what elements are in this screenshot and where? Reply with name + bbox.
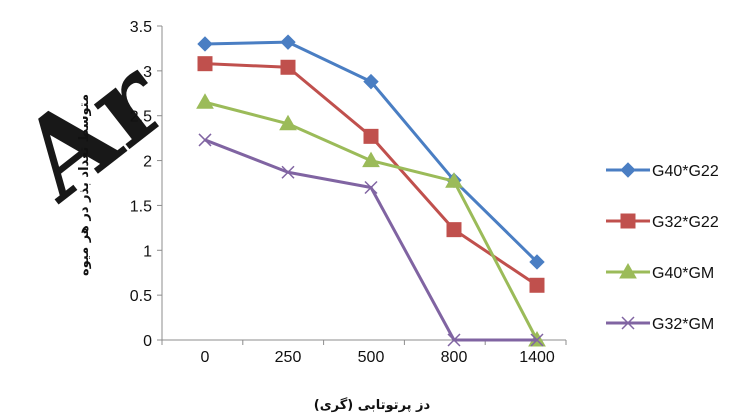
y-tick-label: 0.5 (130, 288, 152, 305)
y-tick-label: 3 (143, 64, 152, 81)
y-tick-label: 1 (143, 243, 152, 260)
y-tick-label: 3.5 (130, 19, 152, 36)
legend-label: G32*G22 (652, 214, 719, 231)
legend-label: G40*G22 (652, 163, 719, 180)
legend-item: G32*G22 (606, 213, 719, 231)
data-point (529, 254, 545, 270)
data-point (196, 93, 214, 109)
plot-area (162, 26, 566, 340)
legend-item: G40*GM (606, 262, 714, 282)
series-4 (198, 133, 544, 347)
watermark: Ar (0, 33, 190, 225)
x-tick-label: 1400 (519, 349, 555, 366)
data-point (363, 73, 379, 90)
series-layer (196, 34, 546, 347)
x-axis: 0 250 500 800 1400 (161, 339, 567, 366)
data-point (197, 56, 213, 72)
legend-item: G40*G22 (606, 162, 719, 180)
y-tick-label: 2.5 (130, 109, 152, 126)
series-1 (197, 34, 545, 270)
y-tick-label: 2 (143, 154, 152, 171)
x-tick-label: 800 (441, 349, 468, 366)
data-point (362, 151, 380, 168)
legend-swatch-marker (620, 162, 636, 178)
y-tick-label: 0 (143, 333, 152, 350)
data-point (280, 34, 296, 50)
data-point (447, 333, 461, 347)
y-tick-label: 1.5 (130, 198, 152, 215)
legend-swatch-marker (619, 262, 637, 279)
data-point (446, 222, 462, 238)
data-point (529, 277, 545, 293)
legend-swatch-marker (620, 213, 636, 229)
x-tick-label: 500 (358, 349, 385, 366)
data-point (363, 128, 379, 144)
legend-item: G32*GM (606, 316, 714, 333)
data-point (445, 172, 463, 188)
legend-label: G40*GM (652, 265, 714, 282)
data-point (281, 165, 295, 179)
y-axis-title: متوسط تعداد بذر در هر میوه (77, 94, 92, 276)
plot-background (162, 26, 566, 340)
x-axis-title: دز پرتوتابی (گری) (314, 397, 431, 413)
data-point (197, 36, 213, 52)
legend: G40*G22 G32*G22 G40*GM G32*GM (606, 162, 719, 333)
data-point (530, 333, 544, 347)
data-point (198, 133, 212, 147)
series-2 (197, 56, 545, 293)
x-tick-label: 0 (201, 349, 210, 366)
legend-label: G32*GM (652, 316, 714, 333)
data-point (364, 180, 378, 195)
data-point (280, 59, 296, 75)
x-tick-label: 250 (275, 349, 302, 366)
data-point (279, 114, 297, 131)
legend-swatch-marker (621, 316, 635, 330)
y-axis: 0 0.5 1 1.5 2 2.5 3 3.5 (130, 19, 163, 350)
